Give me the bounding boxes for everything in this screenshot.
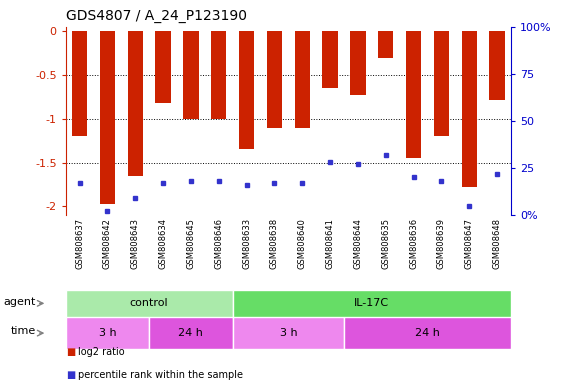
Bar bbox=[350, 31, 365, 95]
Bar bbox=[344, 317, 511, 349]
Bar bbox=[233, 290, 511, 317]
Bar bbox=[323, 31, 338, 88]
Text: 24 h: 24 h bbox=[415, 328, 440, 338]
Bar bbox=[295, 31, 310, 127]
Bar bbox=[489, 31, 505, 99]
Text: IL-17C: IL-17C bbox=[354, 298, 389, 308]
Text: ■: ■ bbox=[66, 370, 75, 380]
Bar bbox=[233, 317, 344, 349]
Text: GDS4807 / A_24_P123190: GDS4807 / A_24_P123190 bbox=[66, 9, 247, 23]
Bar bbox=[149, 317, 233, 349]
Bar bbox=[183, 31, 199, 119]
Text: percentile rank within the sample: percentile rank within the sample bbox=[78, 370, 243, 380]
Bar bbox=[378, 31, 393, 58]
Text: 3 h: 3 h bbox=[99, 328, 116, 338]
Text: agent: agent bbox=[4, 297, 36, 307]
Text: 3 h: 3 h bbox=[280, 328, 297, 338]
Bar bbox=[66, 290, 233, 317]
Bar bbox=[406, 31, 421, 158]
Bar bbox=[211, 31, 227, 119]
Text: control: control bbox=[130, 298, 168, 308]
Bar bbox=[72, 31, 87, 136]
Bar bbox=[66, 317, 149, 349]
Text: log2 ratio: log2 ratio bbox=[78, 347, 125, 357]
Bar bbox=[239, 31, 254, 149]
Bar bbox=[155, 31, 171, 103]
Bar bbox=[267, 31, 282, 127]
Bar bbox=[461, 31, 477, 187]
Text: time: time bbox=[11, 326, 36, 336]
Bar bbox=[100, 31, 115, 204]
Bar bbox=[434, 31, 449, 136]
Bar bbox=[127, 31, 143, 175]
Text: 24 h: 24 h bbox=[179, 328, 203, 338]
Text: ■: ■ bbox=[66, 347, 75, 357]
